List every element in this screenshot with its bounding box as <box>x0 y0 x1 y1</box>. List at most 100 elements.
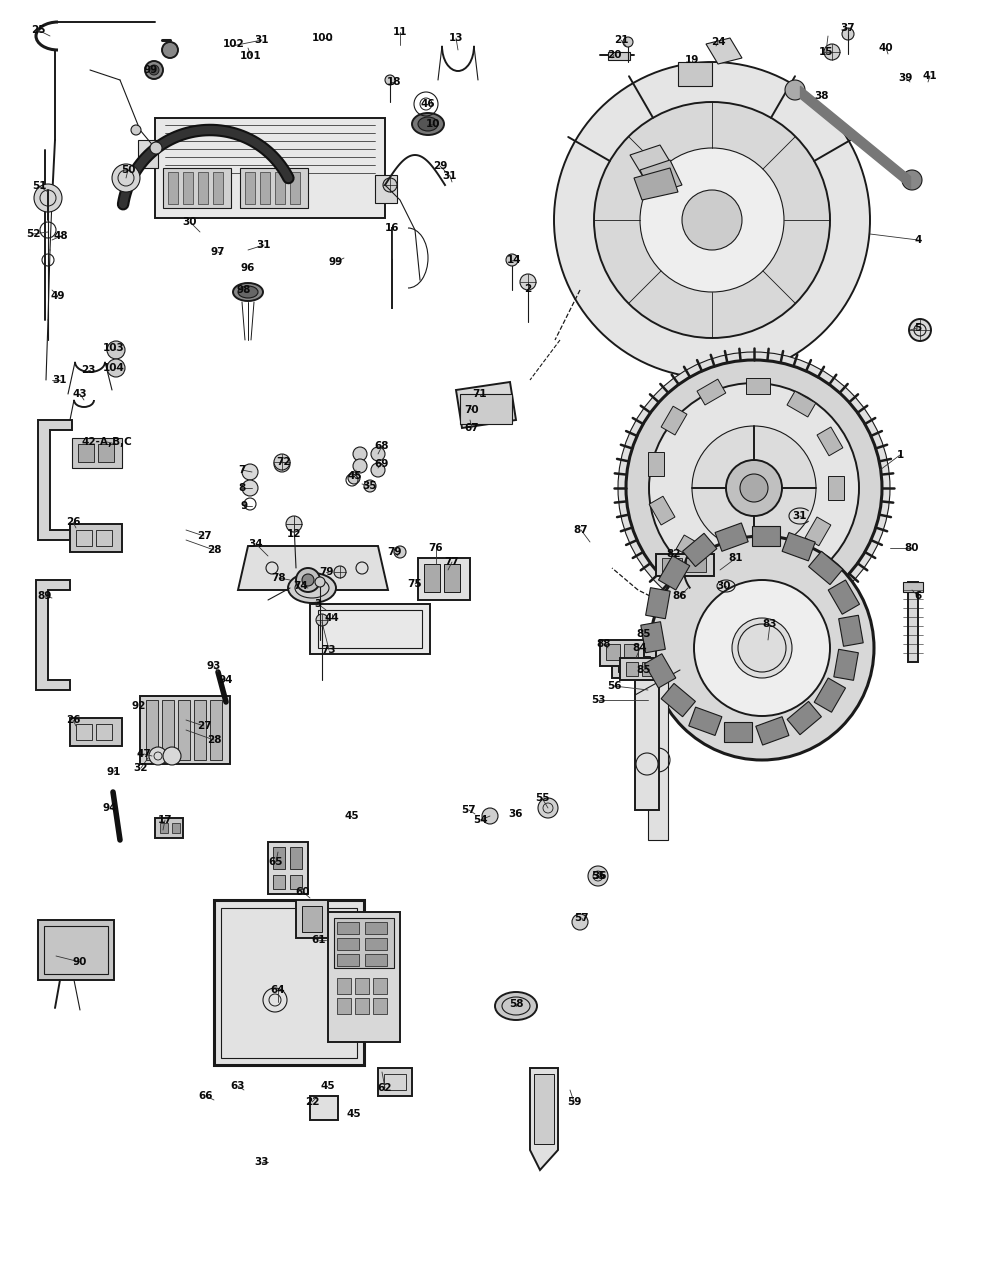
Text: 67: 67 <box>464 422 479 433</box>
Text: 93: 93 <box>207 660 221 671</box>
Text: 77: 77 <box>445 557 460 567</box>
Circle shape <box>383 178 397 192</box>
Circle shape <box>242 465 258 480</box>
Bar <box>661 684 695 717</box>
Bar <box>659 556 689 590</box>
Bar <box>240 168 308 209</box>
Text: 96: 96 <box>241 262 255 273</box>
Circle shape <box>623 37 633 47</box>
Text: 57: 57 <box>462 805 476 815</box>
Text: 70: 70 <box>464 404 479 415</box>
Text: 89: 89 <box>38 591 52 602</box>
Circle shape <box>242 480 258 497</box>
Text: 52: 52 <box>26 229 40 239</box>
Text: 88: 88 <box>597 639 611 649</box>
Text: 35: 35 <box>362 481 377 492</box>
Text: 74: 74 <box>294 581 308 591</box>
Text: 104: 104 <box>103 364 125 372</box>
Text: 94: 94 <box>103 803 117 813</box>
Polygon shape <box>38 420 72 540</box>
Bar <box>746 378 770 394</box>
Text: 69: 69 <box>375 460 389 468</box>
Text: 27: 27 <box>196 721 211 731</box>
Circle shape <box>316 614 328 626</box>
Text: 42-A,B,C: 42-A,B,C <box>82 436 133 447</box>
Text: 76: 76 <box>429 543 443 553</box>
Circle shape <box>274 454 290 470</box>
Text: 27: 27 <box>196 531 211 541</box>
Bar <box>648 680 668 840</box>
Text: 98: 98 <box>237 285 251 294</box>
Text: 87: 87 <box>573 525 588 535</box>
Text: 43: 43 <box>73 389 87 399</box>
Bar <box>460 394 512 424</box>
Text: 10: 10 <box>426 119 440 129</box>
Bar <box>682 534 717 567</box>
Bar <box>273 876 285 890</box>
Text: 50: 50 <box>121 165 136 175</box>
Circle shape <box>520 274 536 291</box>
Polygon shape <box>706 38 742 64</box>
Circle shape <box>364 480 376 492</box>
Bar <box>337 978 351 995</box>
Text: 29: 29 <box>433 161 447 172</box>
Text: 84: 84 <box>632 643 647 653</box>
Text: 81: 81 <box>729 553 743 563</box>
Text: 53: 53 <box>591 695 605 705</box>
Bar <box>140 696 230 764</box>
Bar <box>302 906 322 932</box>
Ellipse shape <box>288 573 336 603</box>
Text: 5: 5 <box>914 323 922 333</box>
Text: 16: 16 <box>385 223 400 233</box>
Circle shape <box>163 748 181 765</box>
Bar <box>722 558 746 573</box>
Circle shape <box>692 426 816 550</box>
Bar <box>355 998 369 1014</box>
Text: 47: 47 <box>136 749 151 759</box>
Bar <box>334 918 394 968</box>
Bar <box>644 654 676 689</box>
Circle shape <box>149 65 159 76</box>
Circle shape <box>554 61 870 378</box>
Bar <box>636 657 650 672</box>
Text: 59: 59 <box>567 1097 581 1107</box>
Text: 46: 46 <box>420 99 435 109</box>
Ellipse shape <box>238 285 258 298</box>
Bar <box>618 657 632 672</box>
Text: 25: 25 <box>30 26 45 35</box>
Text: 31: 31 <box>256 241 271 250</box>
Text: 22: 22 <box>304 1097 319 1107</box>
Bar <box>375 175 397 204</box>
Bar <box>677 535 705 561</box>
Bar <box>649 497 675 525</box>
Circle shape <box>572 914 588 931</box>
Text: 30: 30 <box>183 218 197 227</box>
Bar <box>337 998 351 1014</box>
Bar <box>178 700 190 760</box>
Bar <box>268 842 308 893</box>
Bar <box>373 998 387 1014</box>
Text: 91: 91 <box>107 767 121 777</box>
Bar <box>162 700 174 760</box>
Ellipse shape <box>412 113 444 134</box>
Text: 78: 78 <box>272 573 287 582</box>
Bar <box>645 588 670 618</box>
Text: 97: 97 <box>211 247 225 257</box>
Text: 73: 73 <box>322 645 336 655</box>
Circle shape <box>694 580 830 716</box>
Text: 90: 90 <box>73 957 87 966</box>
Bar <box>310 1096 338 1120</box>
Text: 94: 94 <box>219 675 234 685</box>
Bar <box>600 640 644 666</box>
Text: 31: 31 <box>254 35 269 45</box>
Bar <box>808 552 843 585</box>
Text: 92: 92 <box>132 701 146 710</box>
Circle shape <box>162 42 178 58</box>
Text: 9: 9 <box>241 500 247 511</box>
Circle shape <box>902 170 922 189</box>
Circle shape <box>588 867 608 886</box>
Bar <box>290 847 302 869</box>
Polygon shape <box>530 1068 558 1170</box>
Circle shape <box>909 319 931 340</box>
Bar <box>328 913 400 1042</box>
